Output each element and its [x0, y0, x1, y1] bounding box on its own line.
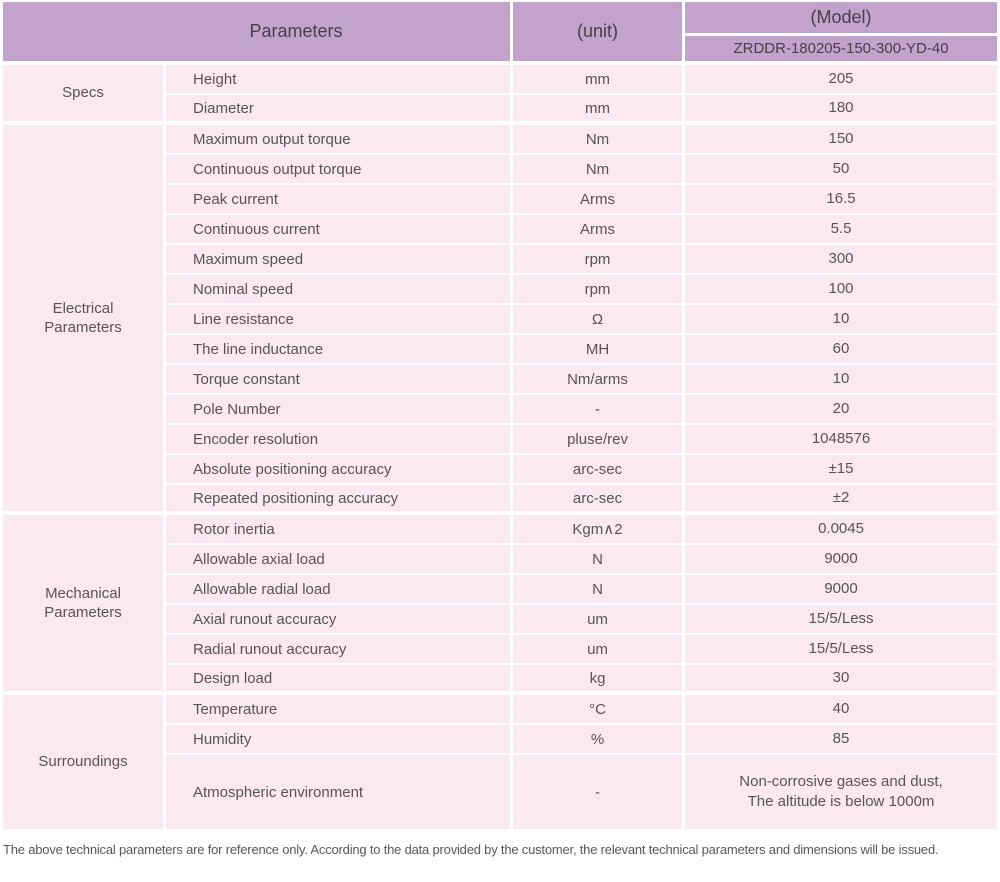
value-cell: 10	[685, 305, 998, 335]
param-cell: Torque constant	[166, 365, 514, 395]
value-cell: 300	[685, 245, 998, 275]
value-cell: 9000	[685, 575, 998, 605]
unit-cell: pluse/rev	[513, 425, 686, 455]
unit-cell: arc-sec	[513, 455, 686, 485]
unit-cell: um	[513, 635, 686, 665]
value-cell: 16.5	[685, 185, 998, 215]
param-cell: Design load	[166, 665, 514, 695]
value-cell: 50	[685, 155, 998, 185]
unit-cell: -	[513, 395, 686, 425]
value-cell: 1048576	[685, 425, 998, 455]
header-model-number: ZRDDR-180205-150-300-YD-40	[685, 36, 998, 65]
param-cell: Encoder resolution	[166, 425, 514, 455]
unit-cell: Nm/arms	[513, 365, 686, 395]
param-cell: Maximum speed	[166, 245, 514, 275]
group-cell: Specs	[3, 65, 166, 125]
parameters-table: Parameters (unit) (Model) ZRDDR-180205-1…	[3, 2, 998, 833]
param-cell: Maximum output torque	[166, 125, 514, 155]
param-cell: Nominal speed	[166, 275, 514, 305]
param-cell: Diameter	[166, 95, 514, 125]
param-cell: Temperature	[166, 695, 514, 725]
value-cell: 60	[685, 335, 998, 365]
unit-cell: °C	[513, 695, 686, 725]
unit-cell: Kgm∧2	[513, 515, 686, 545]
unit-cell: -	[513, 755, 686, 833]
unit-cell: N	[513, 545, 686, 575]
param-cell: Continuous output torque	[166, 155, 514, 185]
unit-cell: rpm	[513, 275, 686, 305]
value-cell: 10	[685, 365, 998, 395]
param-cell: The line inductance	[166, 335, 514, 365]
value-cell: 150	[685, 125, 998, 155]
value-cell: 5.5	[685, 215, 998, 245]
param-cell: Repeated positioning accuracy	[166, 485, 514, 515]
unit-cell: kg	[513, 665, 686, 695]
param-cell: Rotor inertia	[166, 515, 514, 545]
value-cell: 205	[685, 65, 998, 95]
unit-cell: Arms	[513, 185, 686, 215]
header-unit: (unit)	[513, 2, 686, 65]
value-cell: 0.0045	[685, 515, 998, 545]
param-cell: Peak current	[166, 185, 514, 215]
unit-cell: um	[513, 605, 686, 635]
table-body: Specs Height mm 205 Diameter mm 180 Electrical …	[3, 65, 998, 833]
param-cell: Humidity	[166, 725, 514, 755]
param-cell: Radial runout accuracy	[166, 635, 514, 665]
group-cell: Surroundings	[3, 695, 166, 833]
unit-cell: %	[513, 725, 686, 755]
value-cell: Non-corrosive gases and dust, The altitu…	[685, 755, 998, 833]
value-cell: 30	[685, 665, 998, 695]
param-cell: Atmospheric environment	[166, 755, 514, 833]
param-cell: Axial runout accuracy	[166, 605, 514, 635]
param-cell: Height	[166, 65, 514, 95]
table-header: Parameters (unit) (Model) ZRDDR-180205-1…	[3, 2, 998, 65]
value-cell: 100	[685, 275, 998, 305]
value-cell: ±15	[685, 455, 998, 485]
param-cell: Absolute positioning accuracy	[166, 455, 514, 485]
param-cell: Allowable axial load	[166, 545, 514, 575]
group-cell: Mechanical Parameters	[3, 515, 166, 695]
group-cell: Electrical Parameters	[3, 125, 166, 515]
unit-cell: MH	[513, 335, 686, 365]
value-cell: 15/5/Less	[685, 635, 998, 665]
value-cell: 85	[685, 725, 998, 755]
unit-cell: Ω	[513, 305, 686, 335]
unit-cell: rpm	[513, 245, 686, 275]
value-cell: ±2	[685, 485, 998, 515]
unit-cell: arc-sec	[513, 485, 686, 515]
unit-cell: Nm	[513, 155, 686, 185]
unit-cell: Nm	[513, 125, 686, 155]
value-cell: 9000	[685, 545, 998, 575]
unit-cell: mm	[513, 65, 686, 95]
value-cell: 15/5/Less	[685, 605, 998, 635]
param-cell: Continuous current	[166, 215, 514, 245]
param-cell: Line resistance	[166, 305, 514, 335]
param-cell: Pole Number	[166, 395, 514, 425]
value-cell: 40	[685, 695, 998, 725]
unit-cell: N	[513, 575, 686, 605]
unit-cell: Arms	[513, 215, 686, 245]
header-model: (Model)	[685, 2, 998, 36]
value-cell: 180	[685, 95, 998, 125]
param-cell: Allowable radial load	[166, 575, 514, 605]
unit-cell: mm	[513, 95, 686, 125]
header-parameters: Parameters	[3, 2, 514, 65]
footnote: The above technical parameters are for r…	[3, 842, 939, 857]
value-cell: 20	[685, 395, 998, 425]
